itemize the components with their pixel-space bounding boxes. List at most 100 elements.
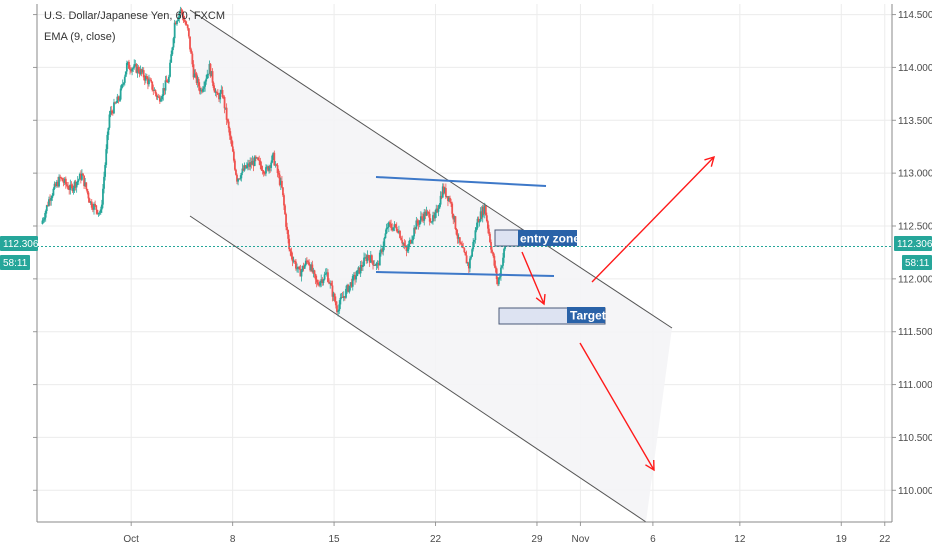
candle-body <box>243 165 246 171</box>
candle-body <box>347 285 350 292</box>
candle-body <box>242 168 245 171</box>
candle-body <box>439 195 442 205</box>
indicator-label: EMA (9, close) <box>44 31 116 43</box>
candle-body <box>176 20 178 25</box>
candle-body <box>88 198 91 203</box>
candle-body <box>450 201 452 204</box>
candle-body <box>472 241 475 250</box>
candle-body <box>348 285 351 292</box>
candle-body <box>312 270 315 273</box>
candle-body <box>191 53 194 65</box>
candle-body <box>75 182 78 188</box>
candle-body <box>310 264 313 271</box>
candle-body <box>113 102 115 114</box>
candle-body <box>329 282 332 284</box>
candle-body <box>476 218 479 228</box>
candle-body <box>382 246 385 252</box>
candle-body <box>483 205 486 214</box>
channel-lower-line[interactable] <box>189 215 647 523</box>
candle-body <box>274 164 277 166</box>
candle-body <box>133 64 136 68</box>
candle-body <box>366 255 369 261</box>
candle-body <box>249 162 252 167</box>
candle-body <box>106 134 109 150</box>
candle-body <box>64 178 67 185</box>
candle-body <box>157 96 160 98</box>
candle-body <box>381 249 383 252</box>
candle-body <box>181 10 184 16</box>
candle-body <box>458 237 461 243</box>
candle-body <box>207 73 210 75</box>
candle-body <box>325 272 328 274</box>
candle-body <box>79 173 82 180</box>
candle-body <box>78 173 81 180</box>
candle-body <box>131 68 134 72</box>
candle-body <box>177 18 180 21</box>
candle-body <box>368 258 371 263</box>
candle-body <box>303 265 306 269</box>
candle-body <box>216 92 219 95</box>
candle-body <box>392 227 395 231</box>
candle-body <box>484 205 487 216</box>
candle-body <box>429 221 432 223</box>
candle-body <box>412 236 414 241</box>
candle-body <box>351 276 354 287</box>
candle-body <box>322 279 325 283</box>
candle-body <box>465 255 468 264</box>
candle-body <box>314 274 317 280</box>
arrow-down-extension[interactable] <box>579 342 655 472</box>
candle-body <box>81 173 83 180</box>
candle-body <box>456 234 459 239</box>
drawings[interactable]: entry zone Target <box>189 9 716 523</box>
candle-body <box>367 255 370 259</box>
range-top-line[interactable] <box>375 176 547 187</box>
candle-body <box>357 267 360 271</box>
candle-body <box>132 67 135 69</box>
candle-body <box>137 67 140 72</box>
candle-body <box>299 269 302 277</box>
candle-body <box>192 64 195 78</box>
candle-body <box>247 163 249 166</box>
candle-body <box>377 263 380 266</box>
candle-body <box>219 92 222 100</box>
candle-body <box>350 282 353 287</box>
candle-body <box>90 201 93 208</box>
candle-body <box>469 258 471 269</box>
candle-body <box>165 80 168 83</box>
arrow-to-target[interactable] <box>521 251 546 306</box>
candle-body <box>309 265 312 271</box>
candle-body <box>150 79 153 82</box>
candle-body <box>282 187 284 196</box>
candle-body <box>85 182 88 190</box>
candle-body <box>256 157 258 159</box>
candle-body <box>273 152 276 166</box>
candle-body <box>403 243 406 246</box>
candle-body <box>179 9 182 13</box>
candle-body <box>327 272 329 282</box>
candle-body <box>170 54 173 63</box>
channel-upper-line[interactable] <box>189 9 673 329</box>
range-bottom-line[interactable] <box>375 271 555 277</box>
candle-body <box>119 88 122 100</box>
candle-body <box>110 110 113 112</box>
candle-body <box>430 221 433 223</box>
candle-body <box>275 164 278 166</box>
arrow-up-scenario[interactable] <box>591 155 716 283</box>
candle-body <box>489 233 491 243</box>
candle-body <box>315 279 318 283</box>
candle-body <box>187 28 190 37</box>
candle-body <box>134 64 137 65</box>
candle-body <box>184 21 187 25</box>
candle-body <box>293 260 296 262</box>
candle-body <box>55 181 58 186</box>
arrow-down-extension-shaft <box>579 342 655 471</box>
candle-body <box>278 174 281 185</box>
candle-body <box>284 205 286 215</box>
candle-body <box>371 255 373 261</box>
candle-body <box>155 93 158 97</box>
candle-body <box>240 173 243 179</box>
candle-body <box>390 223 392 228</box>
candle-body <box>115 102 118 104</box>
candle-body <box>442 186 445 193</box>
